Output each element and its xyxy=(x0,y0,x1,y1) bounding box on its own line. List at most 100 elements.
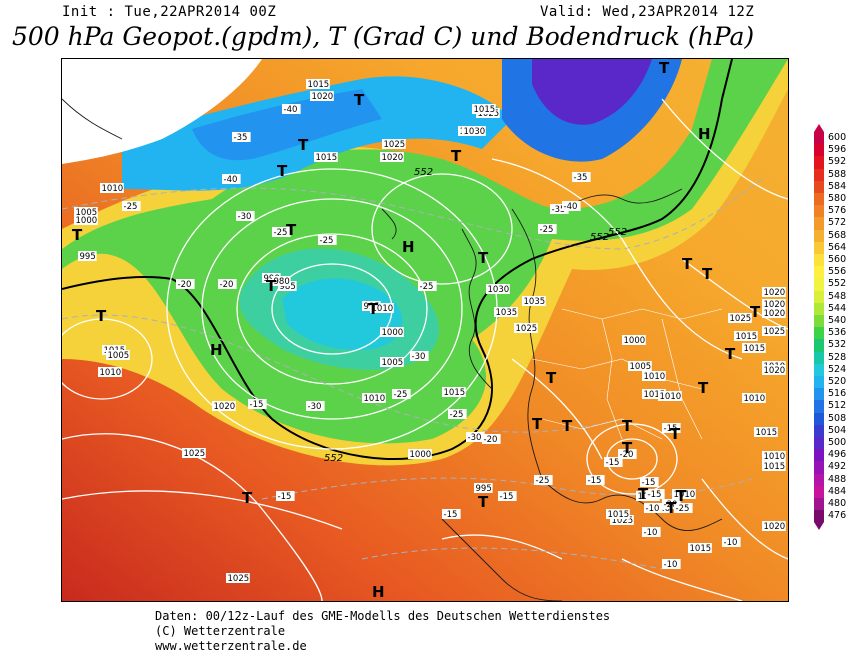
legend-swatch xyxy=(814,217,824,230)
svg-text:-30: -30 xyxy=(238,212,252,222)
temperature-label: -15 xyxy=(646,489,665,500)
svg-text:1010: 1010 xyxy=(102,184,124,194)
temperature-label: -10 xyxy=(642,527,661,538)
svg-text:-20: -20 xyxy=(620,450,634,460)
pressure-label: 1025 xyxy=(182,448,206,459)
svg-text:1025: 1025 xyxy=(184,449,206,459)
svg-text:1025: 1025 xyxy=(516,324,538,334)
svg-text:1030: 1030 xyxy=(488,285,510,295)
svg-text:-40: -40 xyxy=(564,202,578,212)
low-pressure-center: T xyxy=(266,277,277,295)
legend-label: 544 xyxy=(828,302,847,314)
temperature-label: -20 xyxy=(618,449,637,460)
legend-label: 536 xyxy=(828,327,847,339)
temperature-label: -25 xyxy=(418,281,437,292)
high-pressure-center: H xyxy=(698,125,711,143)
legend-swatch xyxy=(814,132,824,145)
svg-text:1005: 1005 xyxy=(108,351,130,361)
svg-text:-20: -20 xyxy=(484,435,498,445)
svg-text:-40: -40 xyxy=(284,105,298,115)
pressure-label: 1010 xyxy=(762,451,786,462)
svg-text:1010: 1010 xyxy=(764,452,786,462)
low-pressure-center: T xyxy=(622,417,633,435)
svg-text:-40: -40 xyxy=(224,175,238,185)
legend-label: 496 xyxy=(828,449,847,461)
temperature-label: -35 xyxy=(550,204,569,215)
height-contour-label: 552 xyxy=(414,167,433,178)
chart-title: 500 hPa Geopot.(gpdm), T (Grad C) und Bo… xyxy=(12,22,755,51)
pressure-label: 1010 xyxy=(658,391,682,402)
low-pressure-center: T xyxy=(451,147,462,165)
legend-swatch xyxy=(814,437,824,450)
weather-map: 1015102010251015101010301025102010151010… xyxy=(61,58,789,602)
legend-label: 600 xyxy=(828,132,847,143)
temperature-label: -30 xyxy=(466,432,485,443)
high-pressure-center: H xyxy=(402,238,415,256)
legend-swatch xyxy=(814,266,824,279)
low-pressure-center: T xyxy=(698,379,709,397)
pressure-label: 1005 xyxy=(380,357,404,368)
low-pressure-center: T xyxy=(298,136,309,154)
pressure-label: 1020 xyxy=(380,152,404,163)
svg-text:1005: 1005 xyxy=(382,358,404,368)
pressure-label: 1010 xyxy=(362,393,386,404)
svg-text:995: 995 xyxy=(80,252,96,262)
svg-text:1020: 1020 xyxy=(312,92,334,102)
svg-text:-35: -35 xyxy=(234,133,248,143)
svg-text:-20: -20 xyxy=(664,500,678,510)
legend-swatch xyxy=(814,168,824,181)
legend-swatch xyxy=(814,461,824,474)
svg-text:-15: -15 xyxy=(648,490,662,500)
legend-label: 548 xyxy=(828,290,847,302)
svg-text:-30: -30 xyxy=(468,433,482,443)
low-pressure-center: T xyxy=(96,307,107,325)
legend-swatch xyxy=(814,290,824,303)
pressure-label: 1015 xyxy=(742,343,766,354)
legend-label: 560 xyxy=(828,254,847,265)
pressure-label: 980 xyxy=(272,276,291,287)
svg-text:-10: -10 xyxy=(664,560,678,570)
pressure-label: 1000 xyxy=(74,215,98,226)
pressure-label: 1020 xyxy=(762,521,786,532)
temperature-label: -25 xyxy=(318,235,337,246)
pressure-label: 1005 xyxy=(628,361,652,372)
pressure-label: 1020 xyxy=(762,299,786,310)
temperature-label: -15 xyxy=(276,491,295,502)
legend-label: 524 xyxy=(828,363,847,375)
legend-label: 564 xyxy=(828,241,847,253)
svg-text:980: 980 xyxy=(274,277,290,287)
coastlines xyxy=(62,98,723,601)
legend-label: 576 xyxy=(828,205,847,217)
temperature-label: -25 xyxy=(534,475,553,486)
temperature-label: -15 xyxy=(640,477,659,488)
pressure-label: 1030 xyxy=(462,126,486,137)
temperature-label: -15 xyxy=(442,509,461,520)
svg-text:-25: -25 xyxy=(124,202,138,212)
init-time: Init : Tue,22APR2014 00Z xyxy=(62,4,277,20)
pressure-label: 1015 xyxy=(314,152,338,163)
pressure-label: 1025 xyxy=(514,323,538,334)
pressure-labels: 1015102010251015101010301025102010151010… xyxy=(74,79,786,584)
temperature-label: -10 xyxy=(644,503,663,514)
legend-swatch xyxy=(814,205,824,218)
pressure-label: 1035 xyxy=(522,296,546,307)
svg-text:-35: -35 xyxy=(552,205,566,215)
svg-text:1000: 1000 xyxy=(410,450,432,460)
color-legend: 600 596 592 588 584 580 576 572 568 564 560 556 552 5… xyxy=(810,124,850,531)
temperature-label: -25 xyxy=(538,224,557,235)
svg-text:-35: -35 xyxy=(574,173,588,183)
temperature-label: -30 xyxy=(410,351,429,362)
low-pressure-center: T xyxy=(670,425,681,443)
pressure-label: 1015 xyxy=(642,389,666,400)
svg-text:-15: -15 xyxy=(444,510,458,520)
svg-text:1010: 1010 xyxy=(660,392,682,402)
temperature-label: -35 xyxy=(232,132,251,143)
svg-text:1015: 1015 xyxy=(308,80,330,90)
pressure-label: 1020 xyxy=(212,401,236,412)
svg-text:1015: 1015 xyxy=(644,390,666,400)
legend-swatch xyxy=(814,388,824,401)
pressure-label: 1020 xyxy=(762,308,786,319)
legend-label: 480 xyxy=(828,498,847,509)
svg-text:-25: -25 xyxy=(676,504,690,514)
arctic-low-core xyxy=(532,59,652,125)
